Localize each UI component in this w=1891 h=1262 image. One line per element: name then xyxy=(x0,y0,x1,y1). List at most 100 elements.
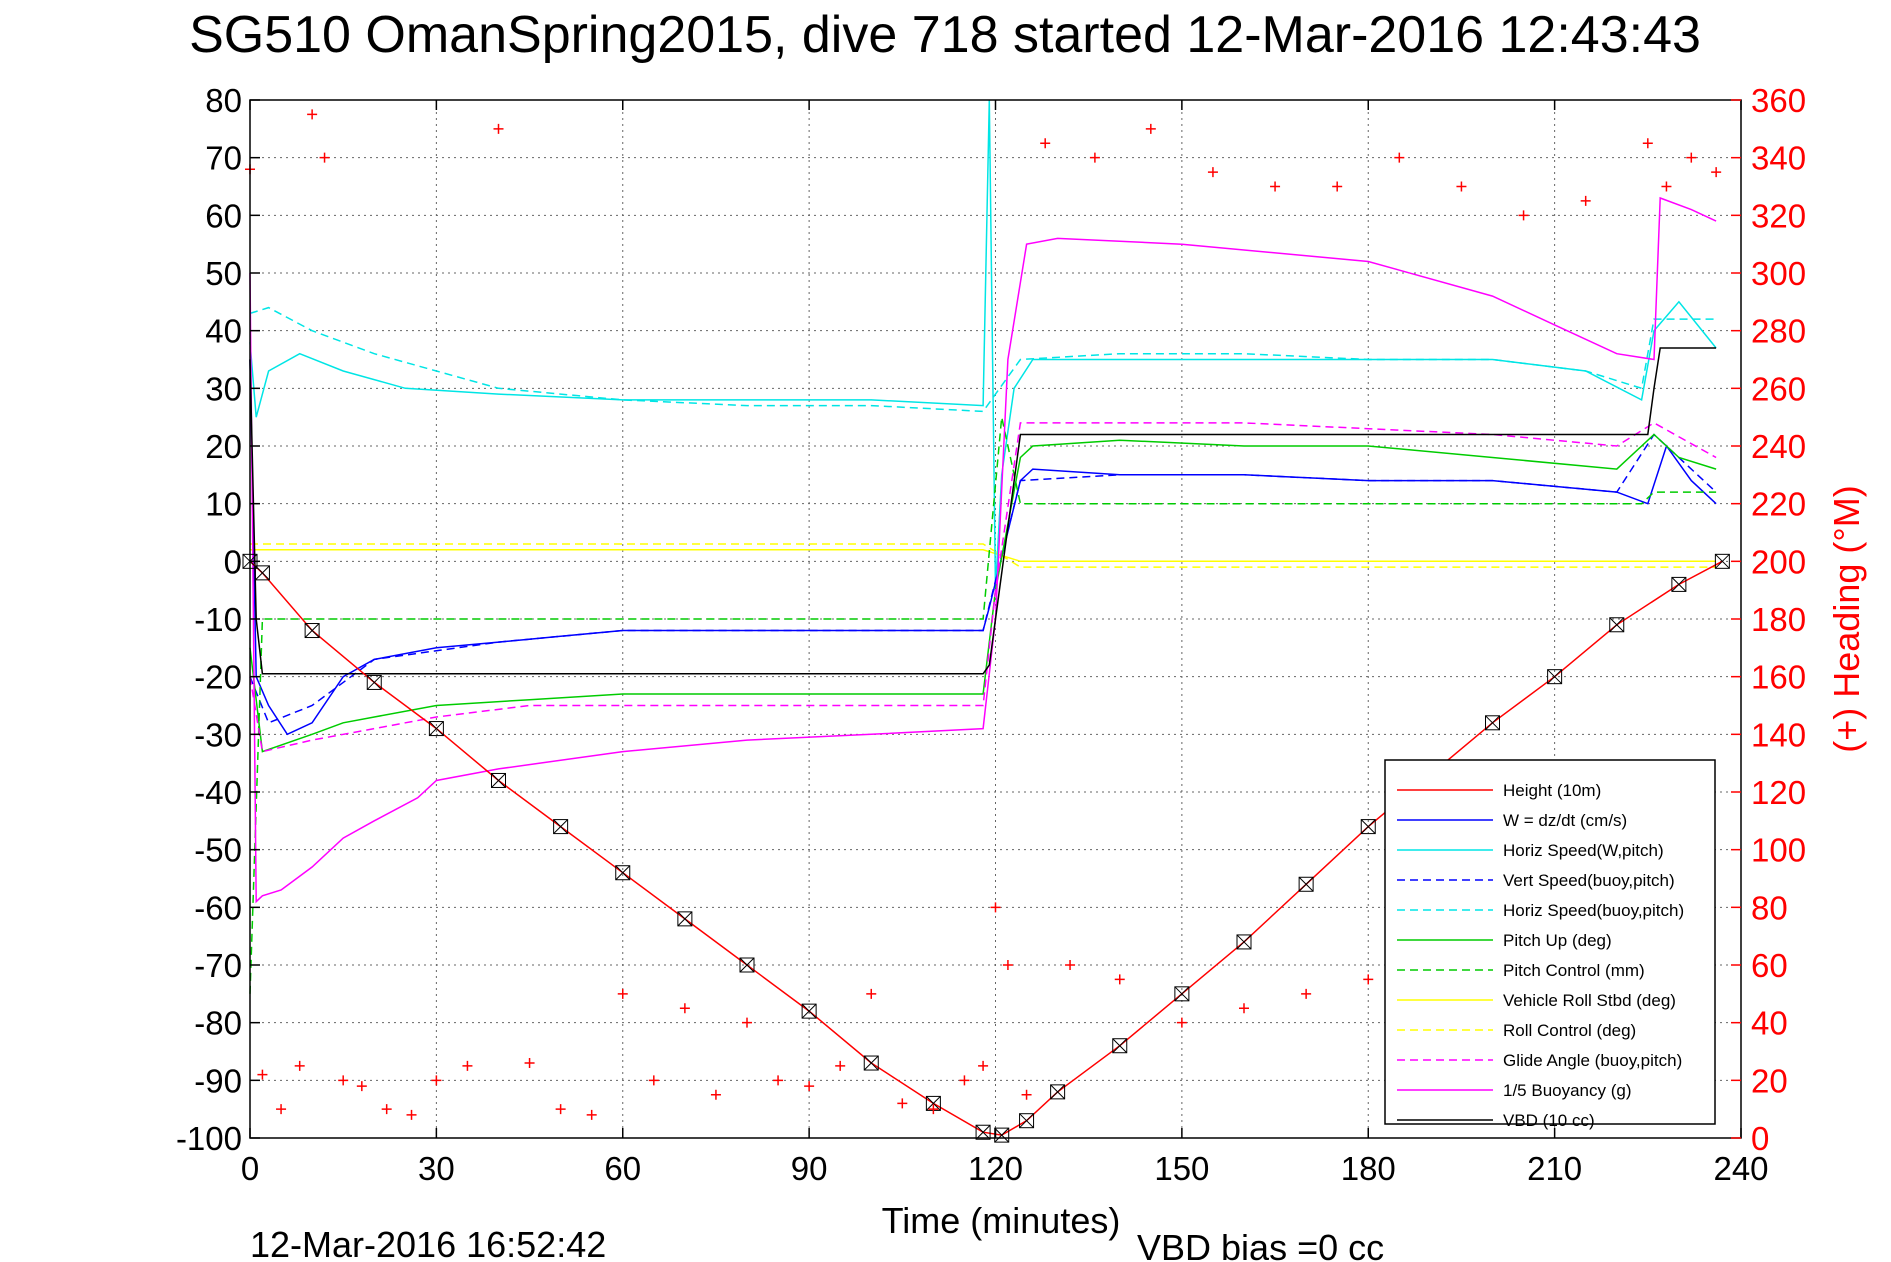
heading-point xyxy=(1580,195,1591,206)
legend-label: 1/5 Buoyancy (g) xyxy=(1503,1081,1632,1100)
x-tick-label: 210 xyxy=(1527,1150,1582,1187)
y2-tick-label: 260 xyxy=(1751,370,1806,407)
heading-point xyxy=(742,1017,752,1028)
height-marker xyxy=(304,623,320,639)
height-marker xyxy=(801,1003,817,1019)
height-marker xyxy=(1298,876,1314,892)
y-tick-label: 60 xyxy=(205,197,242,234)
height-marker-cross xyxy=(1671,577,1687,592)
heading-point xyxy=(773,1075,784,1086)
x-tick-label: 90 xyxy=(791,1150,828,1187)
y-tick-label: 70 xyxy=(205,140,242,177)
series-vert-speed-buoy-pitch xyxy=(249,433,1717,724)
series-glide-angle-buoy-pitch xyxy=(249,422,1717,753)
heading-point xyxy=(1661,181,1672,192)
heading-point xyxy=(356,1081,367,1092)
timestamp-label: 12-Mar-2016 16:52:42 xyxy=(250,1224,606,1262)
series-w-dz-dt-cm-s xyxy=(249,359,1717,736)
y-tick-label: -100 xyxy=(176,1120,242,1157)
heading-point xyxy=(1456,181,1467,192)
heading-point xyxy=(524,1058,535,1069)
y2-axis-ticks: 3603403203002802602402202001801601401201… xyxy=(1731,82,1806,1157)
heading-point xyxy=(990,902,1001,913)
height-marker-cross xyxy=(304,623,320,638)
y2-tick-label: 360 xyxy=(1751,82,1806,119)
height-marker xyxy=(1485,715,1500,731)
height-marker-cross xyxy=(615,865,631,881)
heading-point xyxy=(1145,123,1156,134)
y-tick-label: -90 xyxy=(194,1062,242,1099)
y2-tick-label: 300 xyxy=(1751,255,1806,292)
heading-point xyxy=(866,988,877,999)
series-horiz-speed-buoy-pitch xyxy=(249,306,1717,413)
y2-tick-label: 160 xyxy=(1751,659,1806,696)
height-marker xyxy=(739,957,755,973)
height-marker-cross xyxy=(975,1124,991,1140)
height-marker-cross xyxy=(491,773,506,788)
height-marker xyxy=(1714,553,1730,569)
heading-point xyxy=(1711,167,1722,178)
height-marker-cross xyxy=(1360,819,1376,834)
legend-label: Glide Angle (buoy,pitch) xyxy=(1503,1051,1682,1070)
heading-point xyxy=(307,109,318,120)
heading-point xyxy=(1270,181,1281,192)
height-marker xyxy=(366,674,382,690)
height-marker-cross xyxy=(1547,669,1562,685)
heading-point xyxy=(928,1104,939,1115)
height-marker xyxy=(428,721,444,737)
height-marker-cross xyxy=(1174,986,1190,1002)
heading-point xyxy=(1332,181,1343,192)
y-tick-label: -60 xyxy=(194,889,242,926)
height-marker-cross xyxy=(994,1127,1010,1143)
height-marker-cross xyxy=(1298,876,1314,892)
height-marker-cross xyxy=(1715,553,1730,569)
heading-point xyxy=(1207,167,1218,178)
height-marker-cross xyxy=(1050,1084,1065,1100)
y-tick-label: -30 xyxy=(194,716,242,753)
y2-tick-label: 100 xyxy=(1751,832,1806,869)
y2-tick-label: 60 xyxy=(1751,947,1788,984)
y-tick-label: 30 xyxy=(205,370,242,407)
legend-label: Horiz Speed(buoy,pitch) xyxy=(1503,901,1684,920)
chart-title: SG510 OmanSpring2015, dive 718 started 1… xyxy=(189,6,1701,64)
heading-point xyxy=(1065,960,1076,970)
x-tick-label: 0 xyxy=(241,1150,259,1187)
legend-items: Height (10m) W = dz/dt (cm/s) Horiz Speed(… xyxy=(1397,781,1684,1130)
x-axis-ticks: 0 30 60 90 120 150 180 210 240 xyxy=(241,100,1769,1187)
heading-point xyxy=(835,1060,846,1071)
y2-tick-label: 40 xyxy=(1751,1005,1788,1042)
y2-tick-label: 220 xyxy=(1751,486,1806,523)
y-tick-label: 0 xyxy=(224,543,242,580)
heading-point xyxy=(617,988,628,999)
x-tick-label: 240 xyxy=(1713,1150,1768,1187)
y-tick-label: -20 xyxy=(194,659,242,696)
heading-point xyxy=(586,1109,597,1120)
heading-point xyxy=(897,1098,908,1109)
height-marker xyxy=(1609,617,1625,633)
series-horiz-speed-w-pitch xyxy=(249,99,1717,591)
height-marker-cross xyxy=(255,565,270,581)
legend: Height (10m) W = dz/dt (cm/s) Horiz Speed(… xyxy=(1384,759,1716,1130)
y-tick-label: -70 xyxy=(194,947,242,984)
y2-tick-label: 320 xyxy=(1751,197,1806,234)
y-tick-label: -40 xyxy=(194,774,242,811)
series-vbd-10-cc xyxy=(249,347,1717,675)
height-marker xyxy=(615,865,631,881)
height-marker-cross xyxy=(553,819,568,834)
height-marker xyxy=(1360,819,1376,835)
height-marker xyxy=(1050,1084,1066,1100)
series-pitch-control-mm xyxy=(249,417,1717,994)
heading-point xyxy=(1363,974,1374,985)
height-marker-cross xyxy=(366,675,382,690)
series-layer xyxy=(242,99,1730,1143)
heading-point xyxy=(257,1069,268,1080)
y-axis-ticks: 80 70 60 50 40 30 20 10 0 -10 -20 -30 -40 -50 -60 -70 -8… xyxy=(176,82,260,1157)
heading-point xyxy=(294,1060,305,1071)
y2-tick-label: 80 xyxy=(1751,889,1788,926)
height-marker-cross xyxy=(1609,617,1625,633)
heading-point xyxy=(493,123,504,134)
height-marker-cross xyxy=(801,1003,817,1019)
x-axis-label: Time (minutes) xyxy=(882,1200,1121,1241)
heading-point xyxy=(319,152,330,163)
